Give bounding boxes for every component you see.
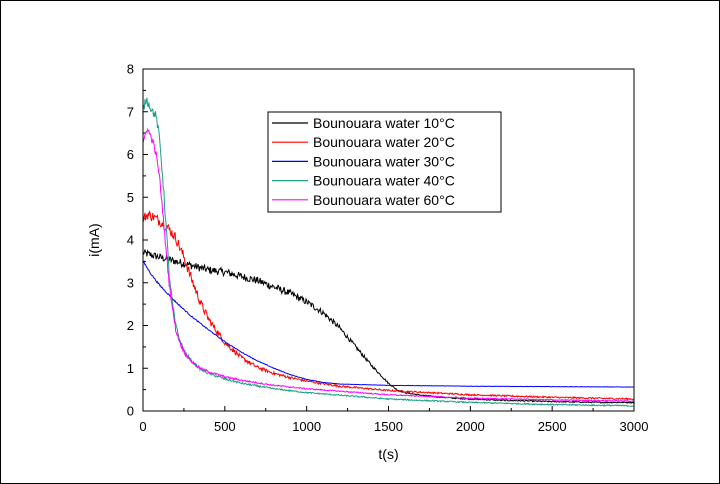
x-tick-label: 1000 bbox=[292, 419, 321, 434]
legend-label: Bounouara water 60°C bbox=[313, 192, 455, 208]
x-axis-ticks: 0 500 1000 1500 2000 2500 3000 bbox=[139, 406, 648, 434]
legend: Bounouara water 10°C Bounouara water 20°C… bbox=[267, 111, 502, 213]
y-tick-label: 2 bbox=[127, 318, 134, 333]
plot-area-border bbox=[142, 68, 635, 412]
x-tick-label: 2500 bbox=[538, 419, 567, 434]
x-tick-label: 500 bbox=[214, 419, 236, 434]
x-tick-label: 2000 bbox=[456, 419, 485, 434]
y-tick-label: 6 bbox=[127, 147, 134, 162]
series-layer bbox=[142, 97, 635, 408]
y-axis-label: i(mA) bbox=[86, 223, 102, 256]
x-tick-label: 0 bbox=[139, 419, 146, 434]
series-line-3 bbox=[142, 261, 634, 388]
y-tick-label: 3 bbox=[127, 275, 134, 290]
y-tick-label: 1 bbox=[127, 361, 134, 376]
x-tick-label: 3000 bbox=[620, 419, 649, 434]
x-tick-label: 1500 bbox=[374, 419, 403, 434]
y-axis-ticks: 0 1 2 3 4 5 6 7 8 bbox=[127, 62, 148, 419]
legend-label: Bounouara water 30°C bbox=[313, 153, 455, 169]
y-tick-label: 7 bbox=[127, 104, 134, 119]
y-tick-label: 4 bbox=[127, 233, 134, 248]
series-line-5 bbox=[142, 127, 635, 403]
y-tick-label: 8 bbox=[127, 62, 134, 77]
x-axis-label: t(s) bbox=[378, 446, 398, 462]
y-tick-label: 5 bbox=[127, 190, 134, 205]
legend-label: Bounouara water 40°C bbox=[313, 173, 455, 189]
series-line-2 bbox=[142, 209, 635, 401]
y-tick-label: 0 bbox=[127, 404, 134, 419]
legend-label: Bounouara water 20°C bbox=[313, 134, 455, 150]
series-line-4 bbox=[142, 97, 635, 408]
series-line-1 bbox=[142, 249, 635, 404]
legend-box bbox=[267, 111, 502, 213]
legend-label: Bounouara water 10°C bbox=[313, 115, 455, 131]
